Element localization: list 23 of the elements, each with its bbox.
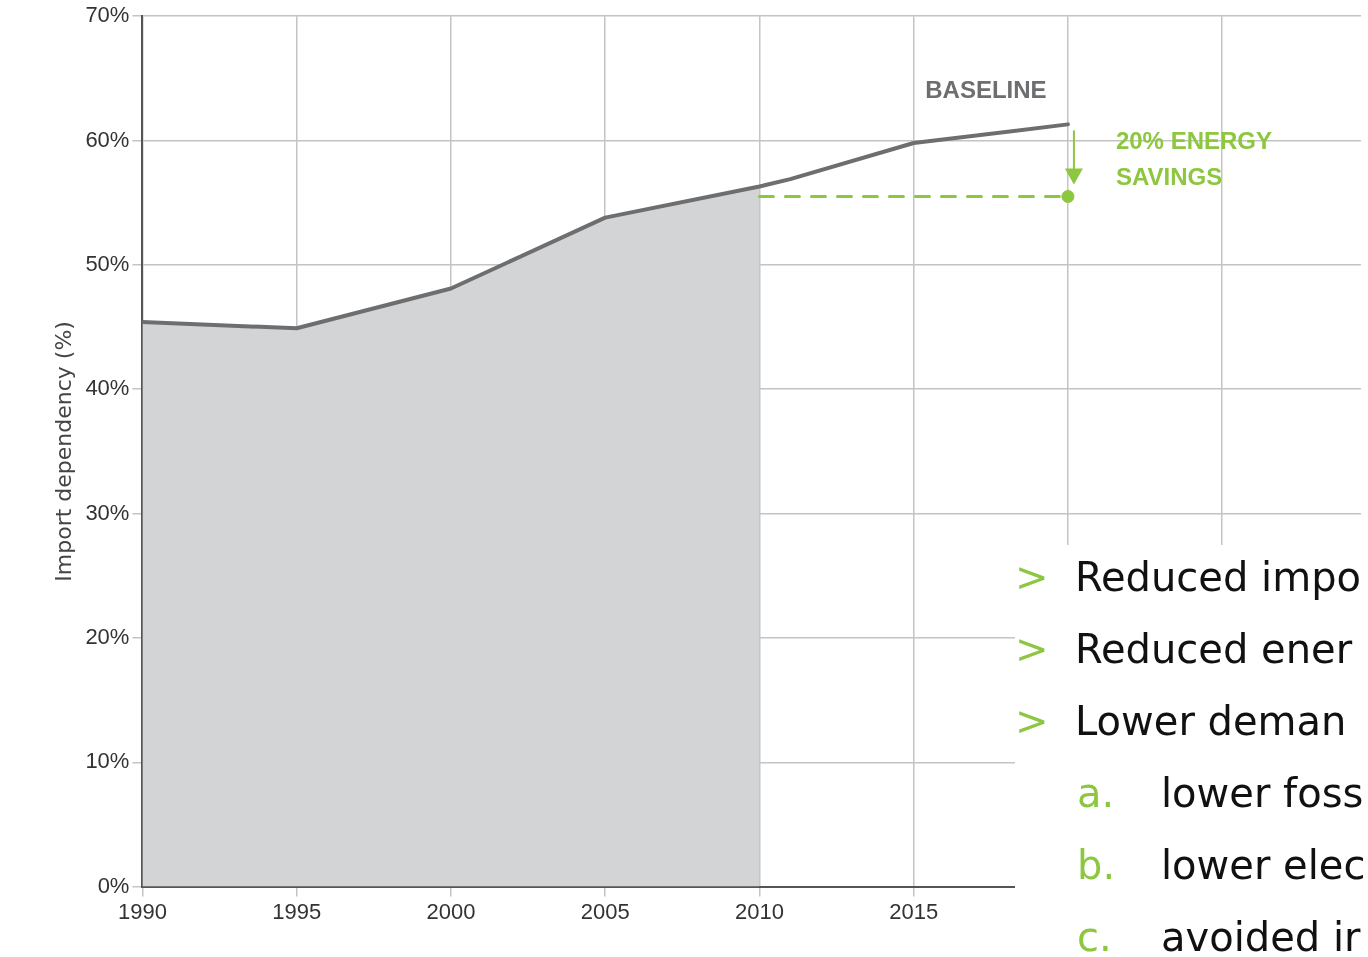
x-tick-label: 2010 (734, 898, 784, 924)
x-tick-label: 1990 (117, 898, 167, 924)
y-tick-label: 60% (85, 126, 130, 152)
y-tick-label: 30% (85, 499, 130, 525)
annotation: BASELINE (925, 76, 1047, 103)
y-axis-title: Import dependency (%) (50, 321, 76, 582)
y-tick-label: 50% (85, 250, 130, 276)
y-tick-label: 10% (85, 748, 130, 774)
annotation: > Reduced impo (1015, 553, 1361, 602)
y-tick-label: 40% (85, 375, 130, 401)
x-tick-label: 2000 (426, 898, 476, 924)
x-tick-label: 2015 (889, 898, 939, 924)
annotation: > Lower deman (1015, 697, 1347, 746)
annotation: a. lower foss (1077, 769, 1364, 818)
y-tick-label: 0% (97, 872, 130, 898)
annotation: b. lower elec (1077, 841, 1366, 890)
y-tick-label: 20% (85, 623, 130, 649)
x-tick-label: 2005 (580, 898, 630, 924)
annotation: 20% ENERGY SAVINGS (1115, 127, 1272, 190)
y-tick-label: 70% (85, 2, 130, 28)
text: c. avoided ir (1077, 914, 1361, 957)
annotation: > Reduced ener (1015, 625, 1353, 674)
x-tick-label: 1995 (272, 898, 322, 924)
